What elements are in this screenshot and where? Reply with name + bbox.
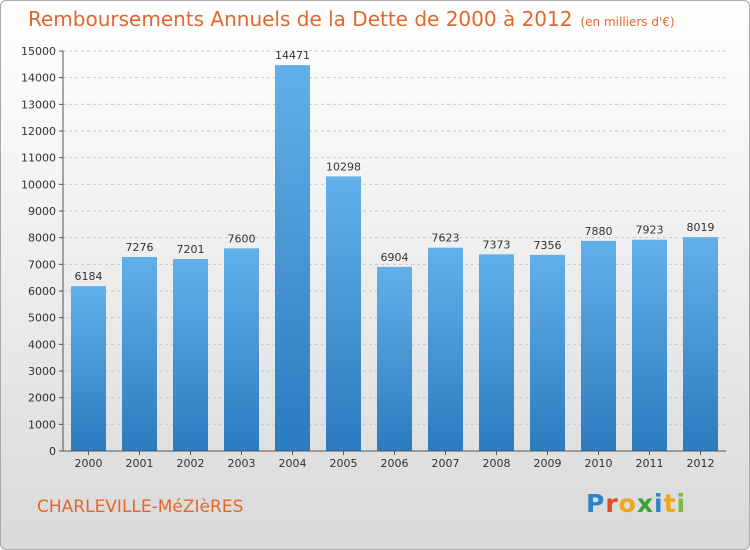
bar	[479, 254, 514, 451]
bar	[530, 254, 565, 451]
data-label: 14471	[275, 49, 310, 62]
x-tick-label: 2004	[279, 457, 307, 470]
logo-letter: r	[605, 489, 619, 518]
data-label: 7880	[585, 225, 613, 238]
logo-letter: o	[618, 489, 637, 518]
title-text: Remboursements Annuels de la Dette de 20…	[28, 7, 573, 31]
y-tick-label: 0	[49, 445, 56, 458]
bar	[581, 240, 616, 451]
data-label: 6184	[75, 270, 103, 283]
y-tick-label: 5000	[28, 312, 56, 325]
x-tick-label: 2008	[483, 457, 511, 470]
data-label: 7201	[177, 243, 205, 256]
y-tick-label: 13000	[21, 98, 56, 111]
data-label: 7623	[432, 232, 460, 245]
chart-subtitle: (en milliers d'€)	[580, 15, 675, 29]
y-tick-label: 9000	[28, 205, 56, 218]
x-tick-label: 2002	[177, 457, 205, 470]
x-tick-label: 2010	[585, 457, 613, 470]
y-tick-label: 1000	[28, 418, 56, 431]
y-tick-label: 10000	[21, 178, 56, 191]
bar	[224, 248, 259, 451]
data-label: 7600	[228, 232, 256, 245]
data-label: 7276	[126, 241, 154, 254]
data-label: 6904	[381, 251, 409, 264]
x-tick-label: 2012	[687, 457, 715, 470]
x-tick-label: 2001	[126, 457, 154, 470]
logo-letter: x	[636, 489, 654, 518]
x-tick-label: 2003	[228, 457, 256, 470]
city-name: CHARLEVILLE-MéZIèRES	[37, 497, 244, 517]
logo-letter: P	[586, 489, 606, 518]
y-tick-label: 8000	[28, 232, 56, 245]
bar	[275, 65, 310, 452]
proxiti-logo[interactable]: Proxiti	[586, 489, 686, 518]
data-label: 8019	[687, 221, 715, 234]
y-tick-label: 11000	[21, 152, 56, 165]
y-tick-label: 2000	[28, 392, 56, 405]
bar	[428, 247, 463, 451]
x-tick-label: 2005	[330, 457, 358, 470]
logo-letter: i	[676, 489, 687, 518]
y-tick-label: 4000	[28, 338, 56, 351]
y-tick-label: 7000	[28, 258, 56, 271]
x-tick-label: 2009	[534, 457, 562, 470]
x-tick-label: 2000	[75, 457, 103, 470]
y-tick-label: 15000	[21, 45, 56, 58]
bar	[326, 176, 361, 452]
y-tick-label: 6000	[28, 285, 56, 298]
y-tick-label: 14000	[21, 72, 56, 85]
bar	[122, 256, 157, 451]
data-label: 7923	[636, 224, 664, 237]
y-tick-label: 12000	[21, 125, 56, 138]
data-label: 7356	[534, 239, 562, 252]
data-label: 10298	[326, 160, 361, 173]
bar	[173, 258, 208, 451]
bar	[71, 286, 106, 451]
x-tick-label: 2007	[432, 457, 460, 470]
logo-letter: t	[663, 489, 677, 518]
bar	[377, 266, 412, 451]
bar	[632, 239, 667, 451]
x-tick-label: 2011	[636, 457, 664, 470]
chart-title: Remboursements Annuels de la Dette de 20…	[28, 7, 675, 31]
bar	[683, 237, 718, 451]
axes: 0 1000 2000 3000 4000 5000 6000 7000 8000 9000 100…	[21, 45, 726, 470]
y-tick-label: 3000	[28, 365, 56, 378]
bars: 6184 7276 7201 7600 14471 10298 6904 7623 7373 73…	[71, 49, 718, 452]
logo-letter: i	[654, 489, 664, 518]
data-label: 7373	[483, 238, 511, 251]
x-tick-label: 2006	[381, 457, 409, 470]
